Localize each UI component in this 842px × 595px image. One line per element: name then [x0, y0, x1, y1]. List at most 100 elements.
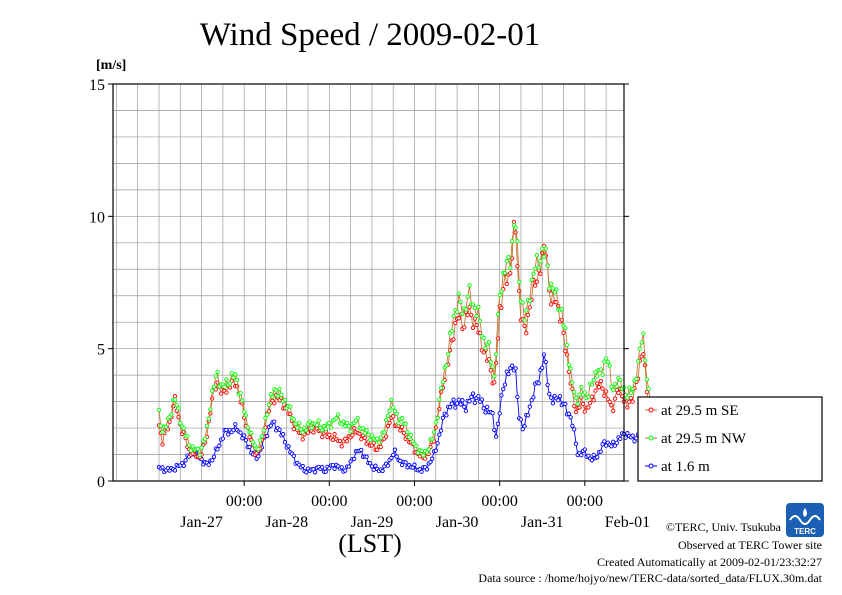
data-point: [531, 271, 536, 276]
data-point: [467, 283, 472, 288]
data-point: [256, 454, 261, 459]
data-point: [477, 318, 483, 324]
data-point: [438, 428, 444, 433]
data-point: [286, 444, 291, 449]
data-point: [536, 381, 541, 386]
data-point: [190, 444, 195, 449]
data-point: [559, 307, 564, 312]
data-point: [628, 390, 634, 395]
data-point: [174, 402, 179, 408]
data-point: [240, 398, 245, 403]
data-point: [320, 428, 325, 433]
data-point: [540, 365, 545, 370]
data-point: [343, 468, 348, 473]
series-layer: [156, 219, 669, 479]
data-point: [522, 424, 527, 429]
data-point: [476, 393, 481, 399]
terc-logo-mark: [786, 503, 824, 537]
data-point: [408, 432, 414, 438]
copyright-text: ©TERC, Univ. Tsukuba: [666, 520, 782, 534]
data-point: [586, 394, 591, 399]
data-point: [451, 313, 456, 319]
data-point: [644, 377, 650, 382]
data-point: [375, 436, 380, 441]
data-point: [252, 443, 257, 448]
data-point: [614, 440, 619, 446]
data-point: [391, 414, 396, 419]
x-time-tick-label: 00:00: [396, 493, 432, 510]
data-point: [458, 299, 463, 305]
data-point: [430, 437, 435, 442]
data-point: [630, 433, 635, 438]
data-point: [602, 439, 607, 444]
data-point: [541, 254, 547, 260]
data-point: [467, 399, 472, 404]
data-point: [167, 419, 172, 424]
data-point: [371, 467, 376, 472]
data-point: [495, 421, 501, 426]
data-point: [641, 331, 646, 336]
data-point: [470, 302, 476, 307]
data-point: [454, 401, 460, 406]
data-point: [582, 447, 587, 452]
data-point: [218, 391, 224, 396]
data-point: [531, 395, 536, 400]
data-point: [176, 406, 181, 411]
data-point: [440, 415, 446, 421]
data-point: [541, 352, 547, 357]
data-point: [527, 298, 532, 304]
data-point: [187, 443, 192, 448]
data-point: [451, 397, 456, 402]
data-point: [270, 394, 275, 399]
data-point: [344, 439, 350, 444]
data-point: [298, 427, 304, 432]
data-point: [586, 405, 591, 410]
data-point: [245, 425, 250, 430]
data-point: [501, 386, 506, 392]
data-point: [515, 394, 520, 400]
data-point: [330, 437, 336, 442]
data-point: [431, 429, 437, 435]
data-point: [547, 391, 552, 397]
data-point: [263, 415, 268, 421]
data-point: [422, 456, 428, 461]
data-point: [518, 417, 524, 422]
data-point: [524, 331, 529, 336]
data-point: [630, 399, 635, 404]
data-point: [160, 465, 165, 470]
data-point: [392, 447, 398, 452]
data-point: [437, 397, 442, 402]
data-point: [570, 423, 575, 429]
data-point: [398, 458, 403, 464]
data-point: [456, 397, 461, 402]
data-point: [320, 434, 325, 440]
data-point: [453, 405, 458, 410]
x-date-label: Jan-27: [180, 514, 223, 531]
data-point: [460, 311, 465, 316]
data-point: [460, 398, 465, 403]
data-point: [311, 430, 316, 435]
data-point: [492, 427, 497, 433]
data-point: [398, 428, 403, 433]
y-tick-label: 10: [89, 209, 105, 226]
data-point: [635, 358, 641, 364]
data-point: [320, 465, 325, 470]
data-point: [625, 405, 630, 410]
data-point: [488, 359, 493, 365]
data-point: [462, 325, 467, 330]
data-point: [614, 384, 619, 389]
data-point: [435, 441, 440, 446]
data-point: [419, 448, 424, 454]
data-point: [479, 397, 485, 402]
data-point: [346, 423, 351, 429]
data-point: [525, 413, 531, 418]
data-point: [589, 458, 595, 463]
data-point: [509, 238, 515, 244]
data-point: [156, 407, 162, 413]
data-point: [188, 448, 194, 453]
legend-marker: [648, 407, 654, 413]
data-point: [444, 413, 449, 418]
data-point: [369, 433, 375, 438]
data-point: [628, 395, 634, 401]
